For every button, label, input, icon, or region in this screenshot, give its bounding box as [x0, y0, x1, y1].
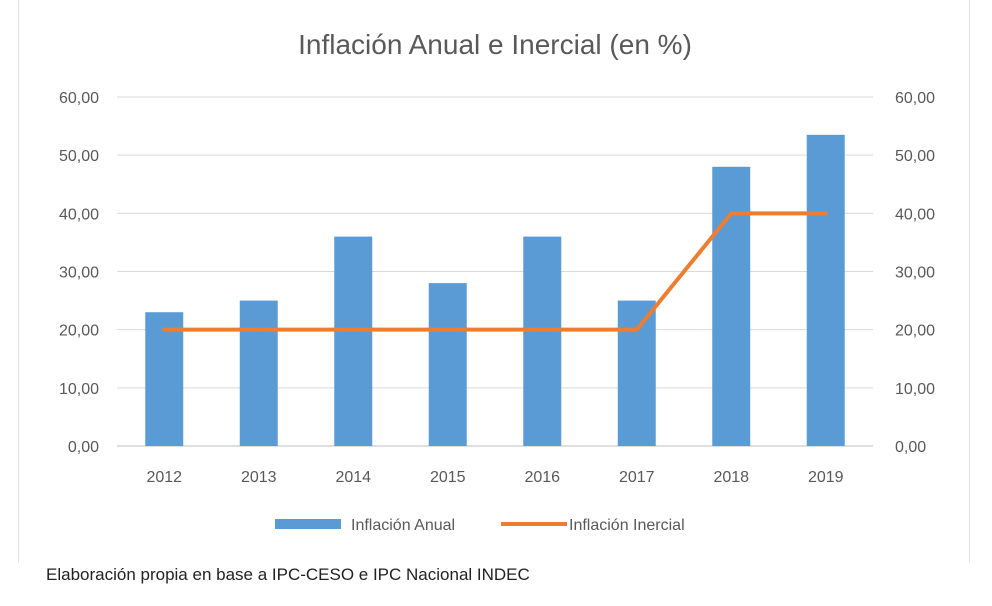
bar-inflacion-anual-2015: [428, 283, 467, 446]
y-axis-left: 0,00 10,00 20,00 30,00 40,00 50,00 60,00: [59, 90, 99, 456]
point-inflacion-inercial-2013: [256, 327, 261, 332]
point-inflacion-inercial-2015: [445, 327, 450, 332]
source-caption: Elaboración propia en base a IPC-CESO e …: [46, 565, 530, 584]
y-tick-label-right: 30,00: [895, 265, 935, 282]
legend-label-inflacion-inercial: Inflación Inercial: [569, 517, 685, 534]
x-tick-label: 2014: [335, 469, 371, 486]
y-tick-label-left: 20,00: [59, 323, 99, 340]
line-series: [162, 211, 828, 332]
bar-inflacion-anual-2016: [523, 236, 562, 446]
y-tick-label-left: 0,00: [68, 439, 99, 456]
y-tick-label-left: 30,00: [59, 265, 99, 282]
y-tick-label-right: 50,00: [895, 148, 935, 165]
point-inflacion-inercial-2016: [540, 327, 545, 332]
x-tick-label: 2019: [808, 469, 844, 486]
bar-series: [145, 134, 845, 447]
legend-label-inflacion-anual: Inflación Anual: [351, 517, 455, 534]
y-tick-label-left: 50,00: [59, 148, 99, 165]
point-inflacion-inercial-2012: [162, 327, 167, 332]
bar-inflacion-anual-2012: [145, 312, 184, 446]
y-tick-label-right: 20,00: [895, 323, 935, 340]
x-tick-label: 2015: [430, 469, 466, 486]
x-tick-label: 2018: [713, 469, 749, 486]
chart-title: Inflación Anual e Inercial (en %): [298, 29, 692, 60]
y-tick-label-left: 60,00: [59, 90, 99, 107]
point-inflacion-inercial-2019: [823, 211, 828, 216]
y-tick-label-right: 40,00: [895, 206, 935, 223]
point-inflacion-inercial-2018: [729, 211, 734, 216]
bar-inflacion-anual-2013: [239, 300, 278, 446]
y-tick-label-left: 40,00: [59, 206, 99, 223]
bar-inflacion-anual-2019: [806, 134, 845, 446]
combo-chart: Inflación Anual e Inercial (en %) 0,00 10…: [59, 29, 935, 534]
y-tick-label-right: 0,00: [895, 439, 926, 456]
y-tick-label-right: 10,00: [895, 381, 935, 398]
point-inflacion-inercial-2017: [634, 327, 639, 332]
x-tick-label: 2017: [619, 469, 655, 486]
x-tick-label: 2013: [241, 469, 277, 486]
bar-inflacion-anual-2018: [712, 166, 751, 447]
y-tick-label-left: 10,00: [59, 381, 99, 398]
y-axis-right: 0,00 10,00 20,00 30,00 40,00 50,00 60,00: [895, 90, 935, 456]
bar-inflacion-anual-2017: [617, 300, 656, 446]
x-axis: 2012 2013 2014 2015 2016 2017 2018 2019: [146, 469, 843, 486]
x-tick-label: 2016: [524, 469, 560, 486]
line-inflacion-inercial: [162, 211, 828, 332]
x-tick-label: 2012: [146, 469, 182, 486]
gridlines: [117, 96, 873, 447]
bar-inflacion-anual-2014: [334, 236, 373, 446]
y-tick-label-right: 60,00: [895, 90, 935, 107]
legend: Inflación Anual Inflación Inercial: [275, 517, 685, 534]
legend-swatch-inflacion-anual: [275, 519, 341, 529]
point-inflacion-inercial-2014: [351, 327, 356, 332]
chart-frame: Inflación Anual e Inercial (en %) 0,00 10…: [18, 0, 970, 562]
